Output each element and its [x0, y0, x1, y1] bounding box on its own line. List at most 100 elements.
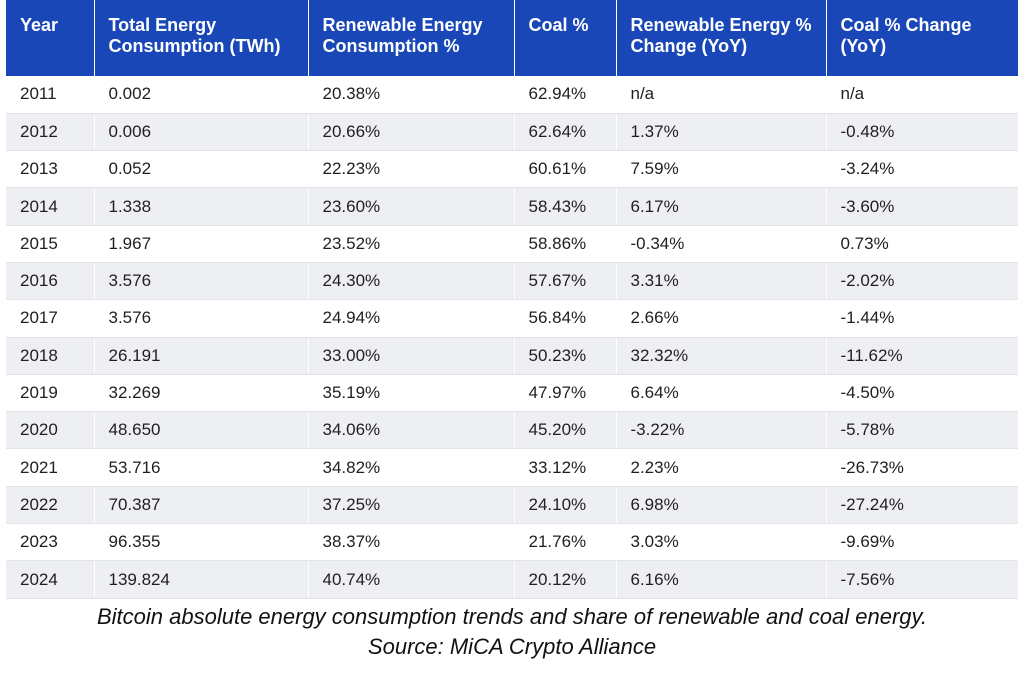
table-cell: 62.94% — [514, 76, 617, 114]
table-cell: 1.967 — [94, 225, 309, 263]
table-row: 2023 96.355 38.37% 21.76% 3.03% -9.69% — [6, 523, 1018, 562]
table-row: 2021 53.716 34.82% 33.12% 2.23% -26.73% — [6, 448, 1018, 487]
table-cell: 2022 — [6, 486, 95, 525]
table-cell: 20.12% — [514, 560, 617, 599]
table-row: 2022 70.387 37.25% 24.10% 6.98% -27.24% — [6, 486, 1018, 525]
table-cell: 24.30% — [308, 262, 515, 301]
table-cell: 6.17% — [616, 187, 827, 226]
table-row: 2011 0.002 20.38% 62.94% n/a n/a — [6, 76, 1018, 114]
caption-source: Source: MiCA Crypto Alliance — [367, 634, 657, 659]
table-cell: 34.82% — [308, 448, 515, 487]
table-cell: -3.60% — [826, 187, 1018, 226]
table-cell: 20.38% — [308, 76, 515, 114]
table-cell: 47.97% — [514, 374, 617, 413]
table-cell: 6.16% — [616, 560, 827, 599]
table-body: 2011 0.002 20.38% 62.94% n/a n/a 2012 0.006 20.6… — [6, 76, 1018, 599]
table-cell: 23.60% — [308, 187, 515, 226]
table-cell: n/a — [826, 76, 1018, 114]
table-cell: 2015 — [6, 225, 95, 263]
table-cell: 26.191 — [94, 337, 309, 375]
table-cell: 3.03% — [616, 523, 827, 562]
table-cell: 2014 — [6, 187, 95, 226]
table-cell: 3.576 — [94, 262, 309, 301]
table-cell: -26.73% — [826, 448, 1018, 487]
column-header: Renewable Energy Consumption % — [308, 0, 515, 76]
table-cell: 2.66% — [616, 299, 827, 338]
table-cell: 21.76% — [514, 523, 617, 562]
table-cell: 1.338 — [94, 187, 309, 226]
table-cell: -3.22% — [616, 411, 827, 450]
table-cell: 2016 — [6, 262, 95, 301]
table-cell: 2019 — [6, 374, 95, 413]
column-header: Total Energy Consumption (TWh) — [94, 0, 309, 76]
table-row: 2016 3.576 24.30% 57.67% 3.31% -2.02% — [6, 262, 1018, 301]
column-header: Year — [6, 0, 95, 76]
table-cell: 40.74% — [308, 560, 515, 599]
table-cell: 2012 — [6, 113, 95, 152]
table-cell: 33.12% — [514, 448, 617, 487]
table-cell: -2.02% — [826, 262, 1018, 301]
energy-table: Year Total Energy Consumption (TWh) Renewa… — [6, 0, 1018, 599]
table-cell: -11.62% — [826, 337, 1018, 375]
table-cell: 57.67% — [514, 262, 617, 301]
table-cell: 32.32% — [616, 337, 827, 375]
table-cell: 50.23% — [514, 337, 617, 375]
table-cell: 6.98% — [616, 486, 827, 525]
table-row: 2015 1.967 23.52% 58.86% -0.34% 0.73% — [6, 225, 1018, 263]
table-cell: 2013 — [6, 150, 95, 189]
table-cell: -5.78% — [826, 411, 1018, 450]
table-cell: 1.37% — [616, 113, 827, 152]
table-cell: 24.94% — [308, 299, 515, 338]
table-cell: -4.50% — [826, 374, 1018, 413]
table-cell: -7.56% — [826, 560, 1018, 599]
table-cell: 34.06% — [308, 411, 515, 450]
table-cell: 45.20% — [514, 411, 617, 450]
table-row: 2014 1.338 23.60% 58.43% 6.17% -3.60% — [6, 187, 1018, 226]
table-cell: 2017 — [6, 299, 95, 338]
table-header: Year Total Energy Consumption (TWh) Renewa… — [6, 0, 1018, 76]
table-row: 2018 26.191 33.00% 50.23% 32.32% -11.62% — [6, 337, 1018, 375]
table-cell: 53.716 — [94, 448, 309, 487]
table-cell: 96.355 — [94, 523, 309, 562]
table-cell: 0.052 — [94, 150, 309, 189]
table-cell: -27.24% — [826, 486, 1018, 525]
table-row: 2013 0.052 22.23% 60.61% 7.59% -3.24% — [6, 150, 1018, 189]
table-cell: 0.73% — [826, 225, 1018, 263]
table-cell: 0.002 — [94, 76, 309, 114]
table-cell: 2023 — [6, 523, 95, 562]
column-header: Coal % — [514, 0, 617, 76]
table-cell: 60.61% — [514, 150, 617, 189]
table-cell: -1.44% — [826, 299, 1018, 338]
table-cell: 2024 — [6, 560, 95, 599]
table-cell: 33.00% — [308, 337, 515, 375]
column-header: Coal % Change (YoY) — [826, 0, 1018, 76]
table-cell: -0.48% — [826, 113, 1018, 152]
table-cell: 139.824 — [94, 560, 309, 599]
table-cell: 3.31% — [616, 262, 827, 301]
table-cell: 6.64% — [616, 374, 827, 413]
table-cell: 0.006 — [94, 113, 309, 152]
table-cell: 2.23% — [616, 448, 827, 487]
table-cell: 32.269 — [94, 374, 309, 413]
figure-caption: Bitcoin absolute energy consumption tren… — [0, 602, 1024, 662]
table-cell: 35.19% — [308, 374, 515, 413]
table-cell: 58.86% — [514, 225, 617, 263]
table-cell: 48.650 — [94, 411, 309, 450]
table-cell: -3.24% — [826, 150, 1018, 189]
table-row: 2020 48.650 34.06% 45.20% -3.22% -5.78% — [6, 411, 1018, 450]
header-row: Year Total Energy Consumption (TWh) Renewa… — [6, 0, 1018, 76]
table-cell: 3.576 — [94, 299, 309, 338]
table-cell: 22.23% — [308, 150, 515, 189]
table-row: 2017 3.576 24.94% 56.84% 2.66% -1.44% — [6, 299, 1018, 338]
table-cell: 2020 — [6, 411, 95, 450]
table-cell: 23.52% — [308, 225, 515, 263]
table-cell: n/a — [616, 76, 827, 114]
table-cell: 20.66% — [308, 113, 515, 152]
table-cell: 56.84% — [514, 299, 617, 338]
table-cell: -9.69% — [826, 523, 1018, 562]
table-cell: 58.43% — [514, 187, 617, 226]
table-cell: 38.37% — [308, 523, 515, 562]
caption-title: Bitcoin absolute energy consumption tren… — [96, 604, 927, 629]
table-cell: -0.34% — [616, 225, 827, 263]
table-cell: 7.59% — [616, 150, 827, 189]
